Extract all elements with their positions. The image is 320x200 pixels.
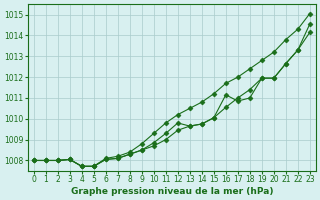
X-axis label: Graphe pression niveau de la mer (hPa): Graphe pression niveau de la mer (hPa) bbox=[70, 187, 273, 196]
